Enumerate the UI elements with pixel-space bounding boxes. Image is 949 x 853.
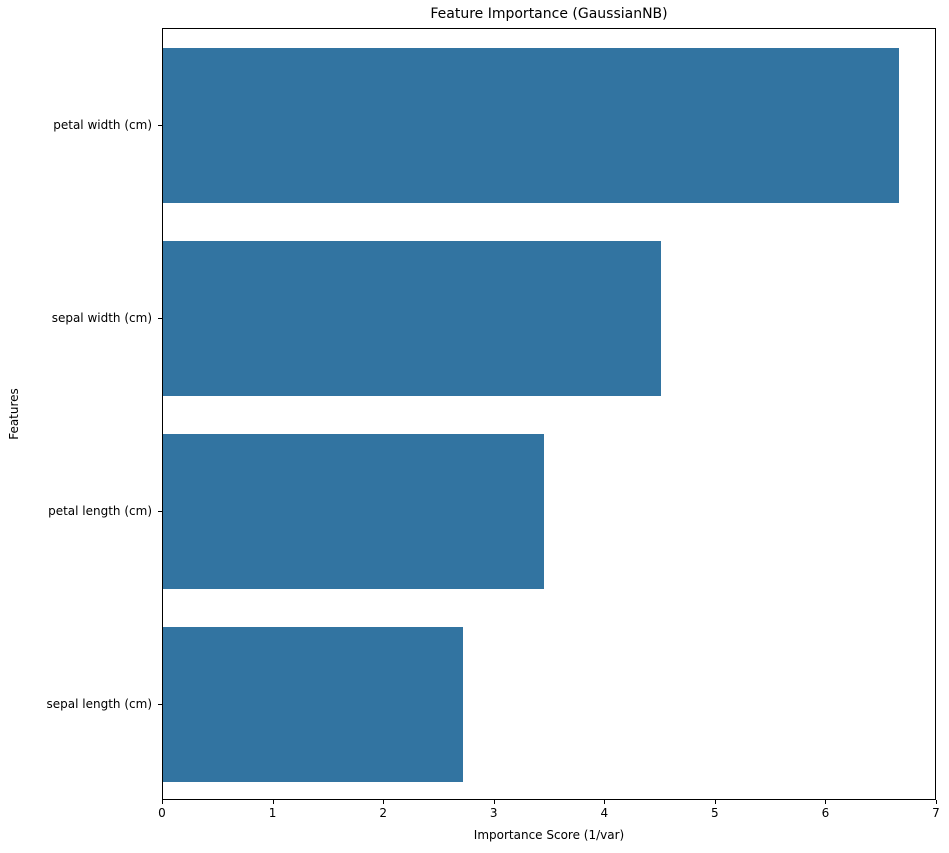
x-tick-label: 6	[821, 806, 830, 820]
x-tick-mark	[604, 800, 606, 804]
x-tick-mark	[825, 800, 827, 804]
y-tick-mark	[158, 510, 162, 512]
plot-area	[162, 28, 936, 800]
x-tick-label: 0	[158, 806, 166, 820]
bar	[163, 241, 661, 396]
x-tick-label: 3	[489, 806, 498, 820]
y-tick-label: sepal length (cm)	[46, 696, 152, 711]
x-tick-mark	[936, 800, 937, 804]
x-axis-label: Importance Score (1/var)	[473, 828, 625, 842]
bar	[163, 627, 463, 782]
chart-title: Feature Importance (GaussianNB)	[430, 6, 668, 22]
x-tick-label: 4	[600, 806, 609, 820]
x-tick-mark	[714, 800, 716, 804]
x-tick-mark	[162, 800, 163, 804]
x-tick-label: 5	[711, 806, 719, 820]
x-tick-mark	[383, 800, 385, 804]
bar	[163, 48, 900, 203]
x-tick-mark	[272, 800, 274, 804]
y-tick-mark	[158, 317, 162, 319]
x-tick-label: 2	[379, 806, 387, 820]
y-tick-label: petal width (cm)	[53, 117, 152, 132]
x-tick-mark	[493, 800, 495, 804]
y-axis-label: Features	[7, 388, 21, 440]
y-tick-mark	[158, 124, 162, 126]
y-tick-mark	[158, 703, 162, 705]
y-tick-label: sepal width (cm)	[51, 310, 152, 325]
x-tick-label: 7	[932, 806, 940, 820]
y-tick-label: petal length (cm)	[48, 503, 152, 518]
x-tick-label: 1	[268, 806, 277, 820]
bar	[163, 434, 545, 589]
